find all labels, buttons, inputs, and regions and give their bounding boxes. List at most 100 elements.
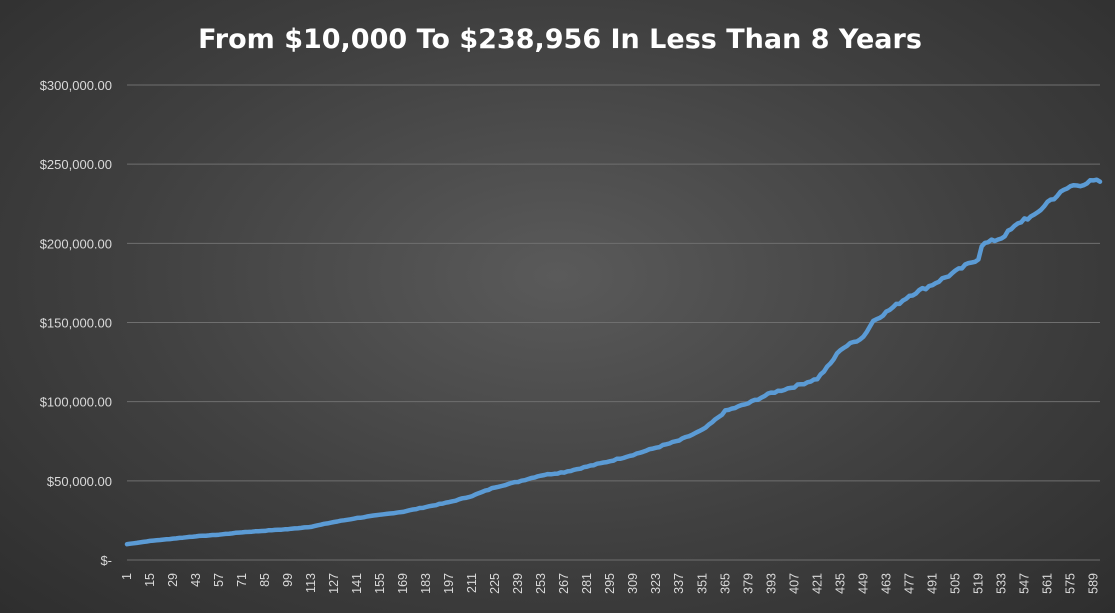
x-tick-label: 379 <box>741 573 755 594</box>
x-tick-label: 169 <box>396 573 410 594</box>
data-point <box>608 459 612 463</box>
x-axis-tick-labels: 1 15 29 43 57 71 85 99 113 127 141 155 169 183 197 211 2… <box>120 573 1100 594</box>
data-point <box>217 533 221 537</box>
series-layer <box>124 177 1103 547</box>
x-tick-label: 99 <box>281 573 295 587</box>
y-axis-tick-labels: $- $50,000.00 $100,000.00 $150,000.00 $200,0… <box>40 78 112 568</box>
y-tick-label: $250,000.00 <box>40 157 112 172</box>
data-point <box>194 534 198 538</box>
data-point <box>332 520 336 524</box>
y-tick-label: $50,000.00 <box>47 474 112 489</box>
data-point <box>562 470 566 474</box>
y-tick-label: $150,000.00 <box>40 316 112 331</box>
data-point <box>654 446 658 450</box>
x-tick-label: 435 <box>833 573 847 594</box>
x-tick-label: 197 <box>442 573 456 594</box>
data-point <box>263 529 267 533</box>
data-point <box>700 428 704 432</box>
data-point <box>707 423 711 427</box>
data-point <box>171 537 175 541</box>
x-tick-label: 29 <box>166 573 180 587</box>
data-point <box>1098 180 1102 184</box>
x-tick-label: 57 <box>212 573 226 587</box>
data-point <box>861 335 865 339</box>
x-tick-label: 421 <box>810 573 824 594</box>
x-tick-label: 351 <box>695 573 709 594</box>
x-tick-label: 519 <box>971 573 985 594</box>
x-tick-label: 589 <box>1086 573 1100 594</box>
x-tick-label: 281 <box>580 573 594 594</box>
chart-title: From $10,000 To $238,956 In Less Than 8 … <box>198 24 922 55</box>
x-tick-label: 477 <box>902 573 916 594</box>
data-point <box>1091 180 1095 184</box>
series-line <box>124 177 1103 547</box>
x-tick-label: 491 <box>925 573 939 594</box>
y-tick-label: $100,000.00 <box>40 395 112 410</box>
data-point <box>930 283 934 287</box>
data-point <box>539 473 543 477</box>
data-point <box>792 385 796 389</box>
data-point <box>355 516 359 520</box>
x-tick-label: 505 <box>948 573 962 594</box>
data-point <box>286 527 290 531</box>
x-tick-label: 85 <box>258 573 272 587</box>
x-tick-label: 575 <box>1063 573 1077 594</box>
data-point <box>240 530 244 534</box>
data-point <box>907 294 911 298</box>
data-point <box>884 310 888 314</box>
data-point <box>980 243 984 247</box>
x-tick-label: 365 <box>718 573 732 594</box>
data-point <box>125 542 129 546</box>
data-point <box>309 525 313 529</box>
data-point <box>838 347 842 351</box>
x-tick-label: 113 <box>304 573 318 593</box>
x-tick-label: 225 <box>488 573 502 594</box>
data-point <box>953 270 957 274</box>
x-tick-label: 547 <box>1017 573 1031 594</box>
data-point <box>401 510 405 514</box>
x-tick-label: 295 <box>603 573 617 594</box>
gridlines <box>127 84 1100 561</box>
data-point <box>631 453 635 457</box>
data-point <box>769 391 773 395</box>
x-tick-label: 155 <box>373 573 387 594</box>
y-tick-label: $300,000.00 <box>40 78 112 93</box>
x-tick-label: 393 <box>764 573 778 594</box>
data-point <box>516 480 520 484</box>
x-tick-label: 43 <box>189 573 203 587</box>
data-point <box>723 409 727 413</box>
x-tick-label: 239 <box>511 573 525 594</box>
x-tick-label: 337 <box>672 573 686 594</box>
data-point <box>746 401 750 405</box>
data-point <box>871 319 875 323</box>
data-point <box>1032 214 1036 218</box>
y-tick-label: $200,000.00 <box>40 236 112 251</box>
x-tick-label: 533 <box>994 573 1008 594</box>
x-tick-label: 449 <box>856 573 870 594</box>
x-tick-label: 71 <box>235 573 249 587</box>
data-point <box>424 505 428 509</box>
data-point <box>815 377 819 381</box>
data-point <box>1022 217 1026 221</box>
data-point <box>470 494 474 498</box>
x-tick-label: 211 <box>465 573 479 593</box>
x-tick-label: 407 <box>787 573 801 594</box>
x-tick-label: 267 <box>557 573 571 594</box>
x-tick-label: 183 <box>419 573 433 594</box>
data-point <box>976 256 980 260</box>
data-point <box>447 500 451 504</box>
data-point <box>677 438 681 442</box>
x-tick-label: 141 <box>350 573 364 594</box>
x-tick-label: 463 <box>879 573 893 594</box>
data-point <box>1068 184 1072 188</box>
data-point <box>999 236 1003 240</box>
x-tick-label: 253 <box>534 573 548 594</box>
data-point <box>148 539 152 543</box>
data-point <box>828 362 832 366</box>
data-point <box>1045 200 1049 204</box>
x-tick-label: 309 <box>626 573 640 594</box>
x-tick-label: 127 <box>327 573 341 594</box>
data-point <box>493 485 497 489</box>
data-point <box>378 513 382 517</box>
